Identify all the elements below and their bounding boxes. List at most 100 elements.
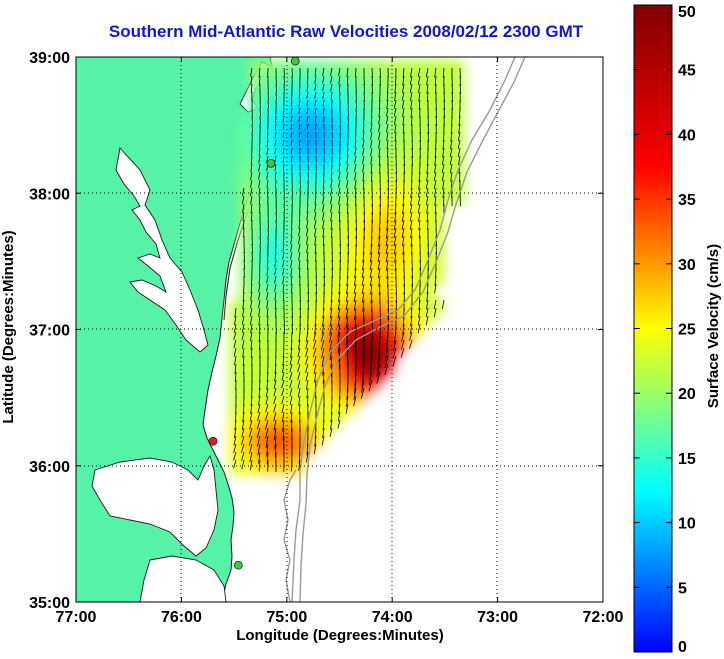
velocity-arrow [322,219,325,229]
velocity-arrow [275,83,277,93]
bathymetry-contours [283,57,526,602]
velocity-arrow [233,347,237,357]
velocity-arrow [339,251,341,263]
velocity-arrow [395,171,398,183]
velocity-arrow [257,435,261,447]
velocity-arrow [362,251,365,263]
velocity-arrow [426,203,429,214]
velocity-arrow [346,155,349,164]
y-axis-label: Latitude (Degrees:Minutes) [0,230,17,423]
velocity-arrow [274,155,277,163]
velocity-arrow [290,243,293,252]
velocity-arrow [361,371,365,387]
velocity-arrow [385,339,389,354]
velocity-arrow [426,163,429,174]
velocity-arrow [418,211,421,222]
velocity-arrow [306,243,309,253]
velocity-arrow [425,299,429,310]
velocity-arrow [234,315,237,326]
velocity-arrow [370,147,373,157]
velocity-arrow [290,99,293,108]
velocity-arrow [306,387,309,399]
chart-title: Southern Mid-Atlantic Raw Velocities 200… [108,22,584,41]
velocity-arrow [346,163,349,172]
velocity-arrow [417,315,421,326]
velocity-arrow [322,299,325,311]
velocity-arrow [291,307,293,318]
velocity-arrow [409,83,413,93]
velocity-arrow [305,355,309,365]
velocity-arrow [313,363,317,375]
velocity-arrow [258,187,261,197]
velocity-arrow [338,283,341,295]
velocity-arrow [306,451,309,463]
velocity-arrow [354,267,357,279]
velocity-arrow [306,203,309,213]
velocity-arrow [443,99,446,111]
velocity-arrow [282,259,285,268]
velocity-arrow [258,459,261,472]
velocity-arrow [249,411,253,422]
velocity-arrow [265,435,269,449]
velocity-arrow [426,291,429,302]
velocity-arrow [290,115,293,123]
velocity-arrow [338,83,341,93]
velocity-arrow [249,419,253,430]
velocity-arrow [401,99,405,109]
colorbar-tick-label: 0 [678,639,687,656]
velocity-arrow [402,251,405,264]
velocity-arrow [346,267,349,279]
velocity-arrow [330,403,333,415]
velocity-arrow [410,315,413,327]
velocity-arrow [321,211,325,221]
y-tick-label: 39:00 [29,50,70,67]
velocity-arrow [265,419,269,430]
velocity-arrow [314,67,317,77]
velocity-arrow [425,195,429,206]
velocity-arrow [233,323,237,333]
velocity-arrow [435,267,437,279]
velocity-arrow [435,243,437,255]
velocity-arrow [297,339,301,350]
velocity-arrow [298,459,301,471]
velocity-arrow [376,355,381,371]
velocity-arrow [330,211,333,222]
velocity-arrow [457,139,461,149]
velocity-arrow [291,315,294,326]
velocity-arrow [411,275,414,287]
velocity-arrow [290,251,293,260]
radar-station-marker [208,436,218,446]
y-tick-label: 36:00 [29,459,70,476]
velocity-arrow [250,323,253,334]
velocity-arrow [417,323,421,334]
velocity-arrow [258,307,261,317]
velocity-arrow [275,211,277,221]
velocity-arrow [371,203,374,215]
velocity-arrow [241,451,245,462]
velocity-arrow [330,411,333,423]
velocity-arrow [401,211,405,222]
velocity-arrow [394,251,397,263]
velocity-arrow [451,83,453,95]
velocity-arrow [354,179,357,189]
velocity-arrow [298,219,301,229]
velocity-arrow [322,187,325,197]
velocity-arrow [250,83,253,93]
velocity-arrow [451,91,454,103]
y-tick-label: 38:00 [29,186,70,203]
velocity-arrow [274,299,277,310]
velocity-arrow [402,187,405,199]
velocity-arrow [298,99,301,107]
velocity-arrow [362,171,365,182]
velocity-arrow [402,115,405,126]
velocity-arrow [338,291,341,303]
velocity-arrow [370,131,373,140]
velocity-arrow [370,283,373,295]
velocity-arrow [458,123,461,134]
velocity-arrow [402,315,405,328]
velocity-arrow [361,283,365,295]
velocity-arrow [266,179,269,189]
velocity-arrow [369,363,373,380]
velocity-arrow [354,315,357,330]
velocity-arrow [441,171,445,182]
